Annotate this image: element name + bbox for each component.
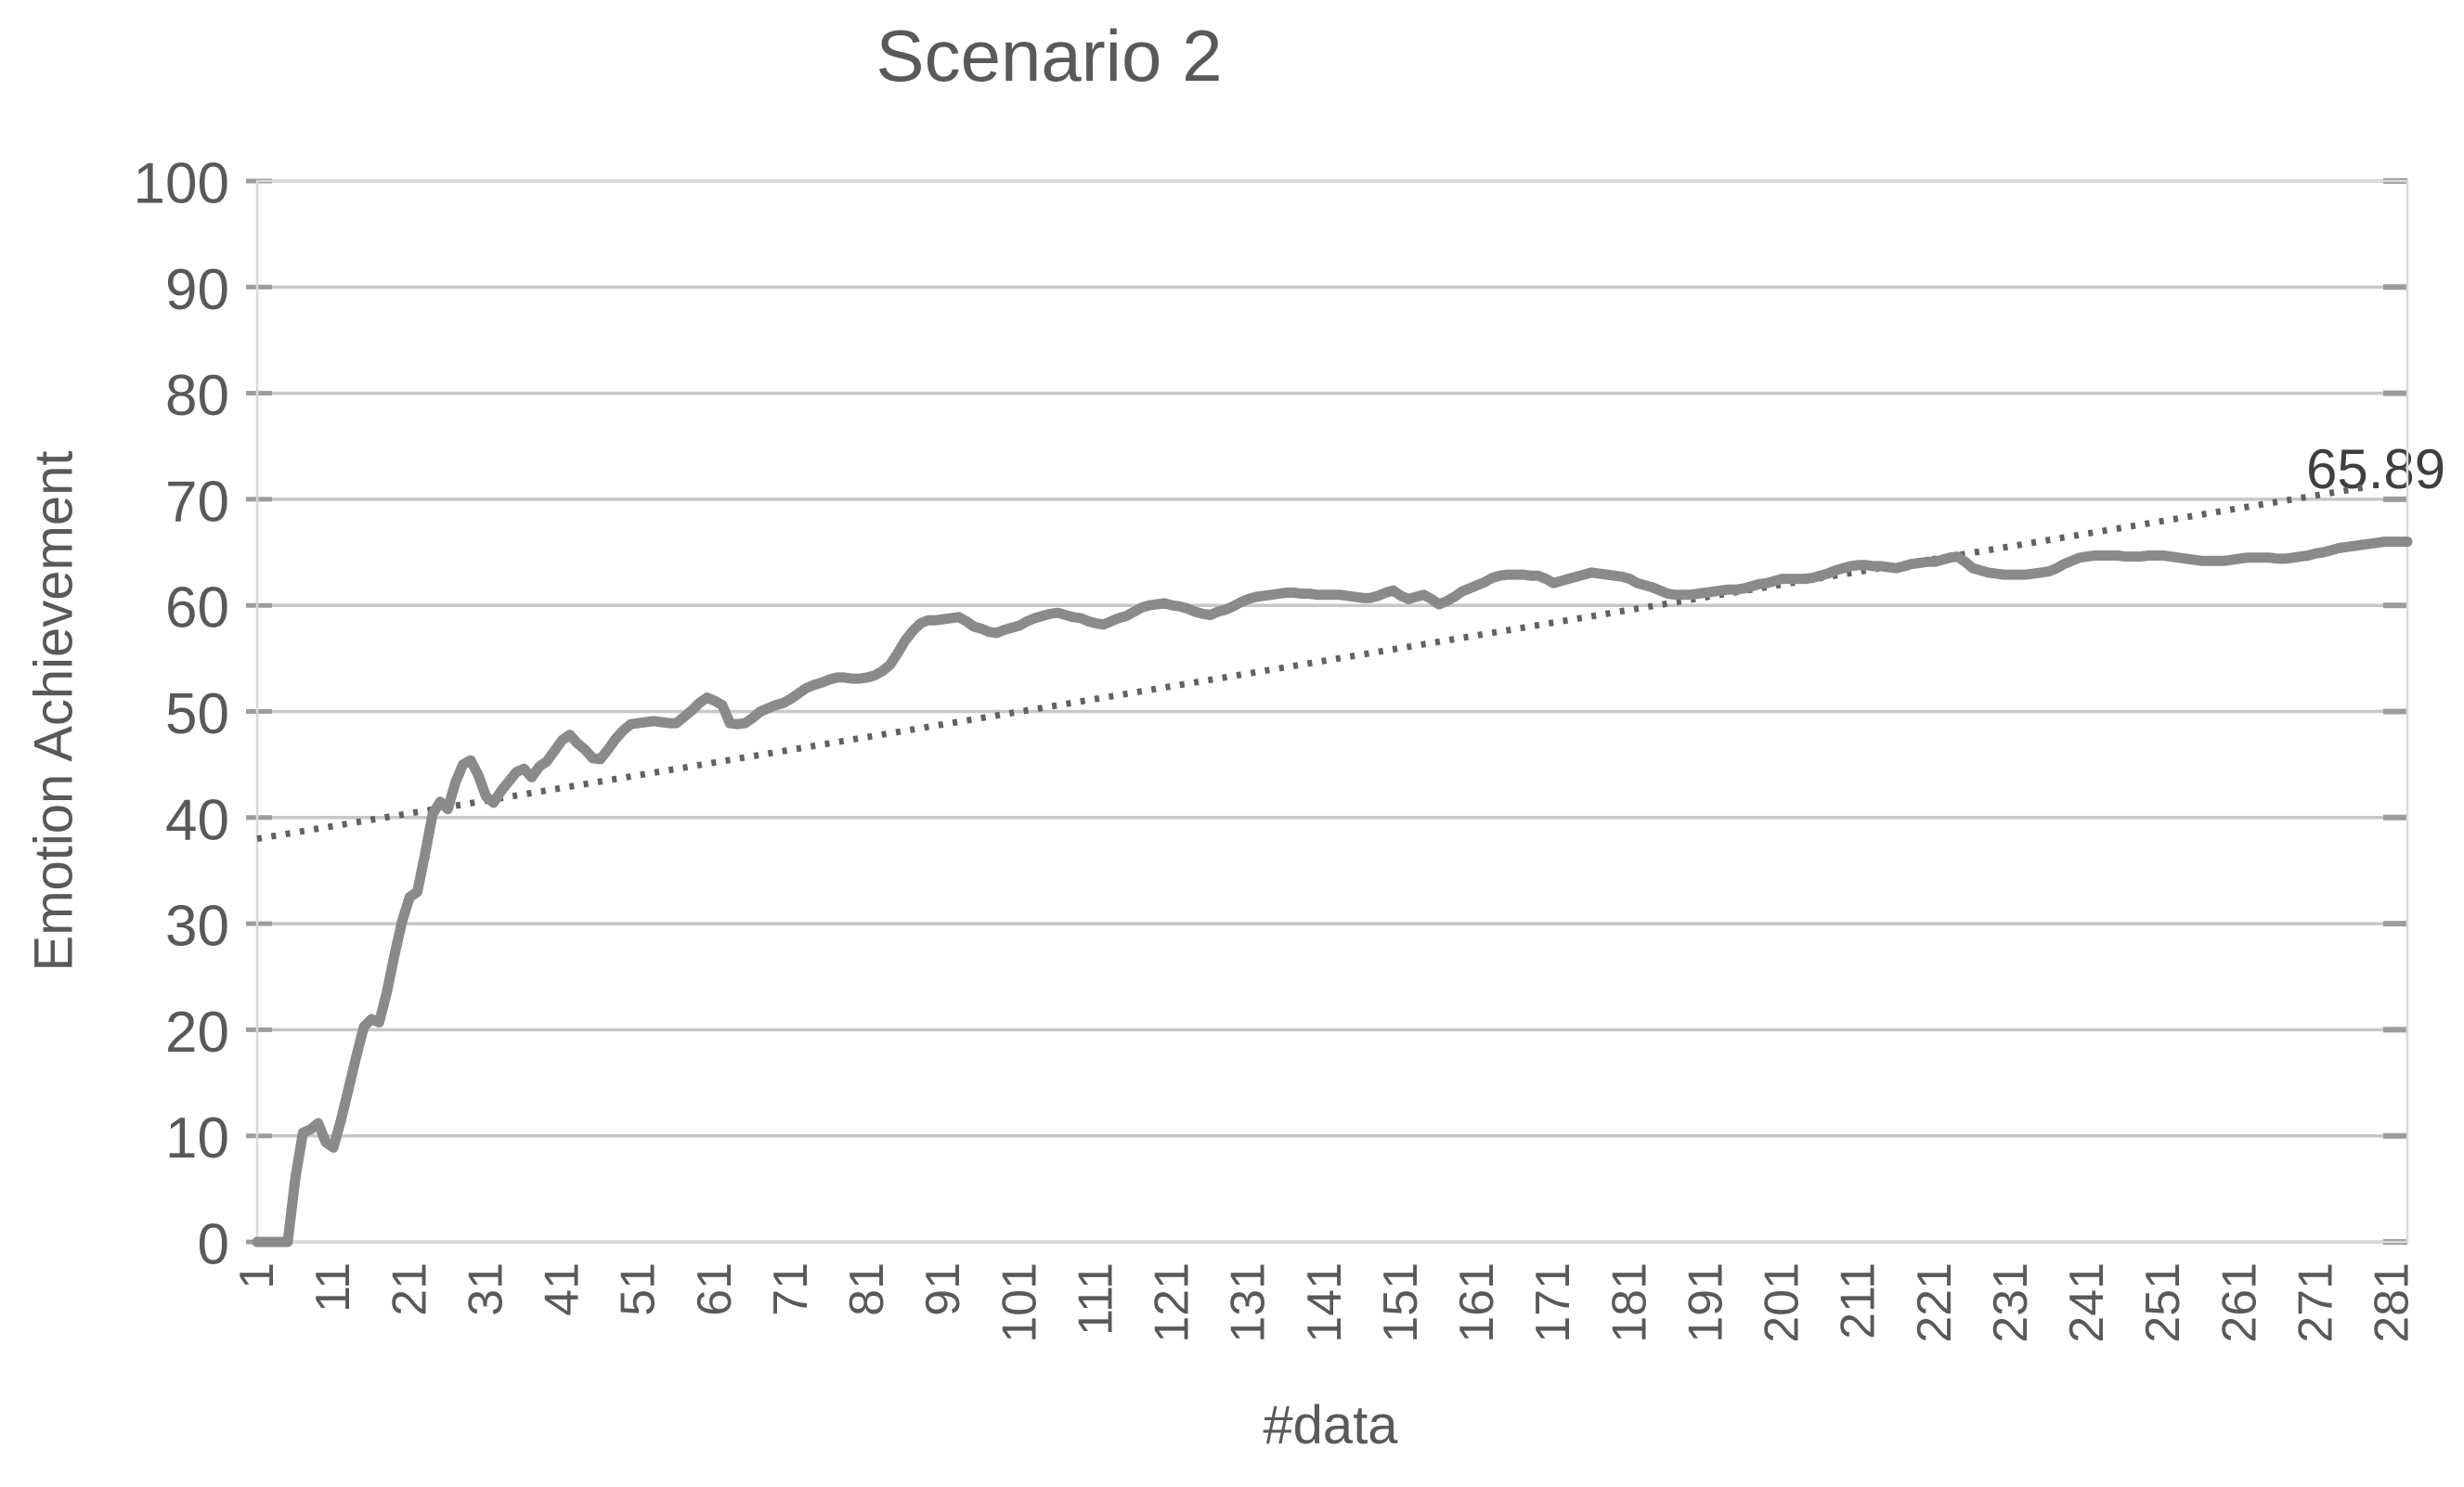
- plot-border: [255, 179, 2409, 1244]
- x-tick-label: 131: [1222, 1262, 1276, 1343]
- y-tick-label: 10: [165, 1106, 229, 1170]
- x-tick-label: 171: [1526, 1262, 1580, 1343]
- x-tick-label: 41: [536, 1262, 590, 1316]
- y-tick-label: 90: [165, 258, 229, 322]
- y-tick-label: 50: [165, 682, 229, 746]
- chart-title: Scenario 2: [875, 15, 1223, 97]
- y-tick-label: 0: [198, 1213, 229, 1277]
- x-tick-label: 111: [1069, 1262, 1122, 1336]
- x-tick-label: 161: [1450, 1262, 1504, 1343]
- x-tick-label: 1: [230, 1262, 284, 1289]
- x-tick-label: 201: [1756, 1262, 1809, 1343]
- x-tick-label: 121: [1146, 1262, 1200, 1343]
- trendline-dotted: [256, 483, 2370, 843]
- x-tick-label: 251: [2136, 1262, 2190, 1343]
- x-tick-label: 71: [764, 1262, 818, 1316]
- x-tick-label: 91: [916, 1262, 970, 1316]
- x-tick-label: 261: [2212, 1262, 2266, 1343]
- series-end-value-label: 65.89: [2306, 438, 2446, 500]
- x-tick-label: 151: [1374, 1262, 1428, 1343]
- x-tick-label: 61: [688, 1262, 742, 1316]
- x-tick-label: 221: [1908, 1262, 1962, 1343]
- x-tick-label: 231: [1984, 1262, 2038, 1343]
- x-tick-label: 11: [306, 1262, 360, 1312]
- x-tick-label: 271: [2289, 1262, 2342, 1343]
- x-tick-label: 101: [992, 1262, 1046, 1343]
- x-tick-label: 191: [1679, 1262, 1732, 1343]
- x-tick-label: 81: [840, 1262, 894, 1316]
- x-tick-label: 31: [459, 1262, 512, 1316]
- x-tick-label: 241: [2060, 1262, 2114, 1343]
- x-tick-label: 141: [1298, 1262, 1352, 1343]
- y-tick-label: 80: [165, 364, 229, 428]
- x-axis-title: #data: [1263, 1395, 1398, 1455]
- y-tick-label: 30: [165, 895, 229, 959]
- x-tick-label: 211: [1832, 1262, 1886, 1339]
- y-tick-label: 70: [165, 470, 229, 534]
- x-tick-label: 21: [383, 1262, 436, 1316]
- x-tick-label: 181: [1602, 1262, 1656, 1343]
- y-tick-label: 100: [134, 152, 229, 216]
- x-tick-label: 51: [612, 1262, 666, 1316]
- y-tick-label: 40: [165, 788, 229, 852]
- y-tick-label: 60: [165, 576, 229, 640]
- emotion-achievement-line: [252, 537, 2413, 1248]
- x-tick-label: 281: [2366, 1262, 2419, 1343]
- y-tick-label: 20: [165, 1001, 229, 1065]
